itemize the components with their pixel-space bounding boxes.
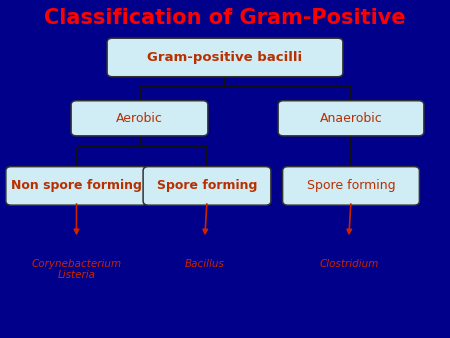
Text: Non spore forming: Non spore forming <box>11 179 142 192</box>
Text: Corynebacterium
Listeria: Corynebacterium Listeria <box>32 259 122 280</box>
FancyBboxPatch shape <box>283 167 419 205</box>
FancyBboxPatch shape <box>6 167 147 205</box>
Text: Aerobic: Aerobic <box>116 112 163 125</box>
Text: Anaerobic: Anaerobic <box>320 112 382 125</box>
Text: Gram-positive bacilli: Gram-positive bacilli <box>148 51 302 64</box>
Text: Bacillus: Bacillus <box>185 259 225 269</box>
Text: Clostridium: Clostridium <box>319 259 378 269</box>
Text: Spore forming: Spore forming <box>307 179 395 192</box>
Text: Classification of Gram-Positive: Classification of Gram-Positive <box>44 8 406 28</box>
FancyBboxPatch shape <box>71 101 208 136</box>
FancyBboxPatch shape <box>107 38 343 77</box>
Text: Spore forming: Spore forming <box>157 179 257 192</box>
FancyBboxPatch shape <box>278 101 424 136</box>
FancyBboxPatch shape <box>143 167 271 205</box>
